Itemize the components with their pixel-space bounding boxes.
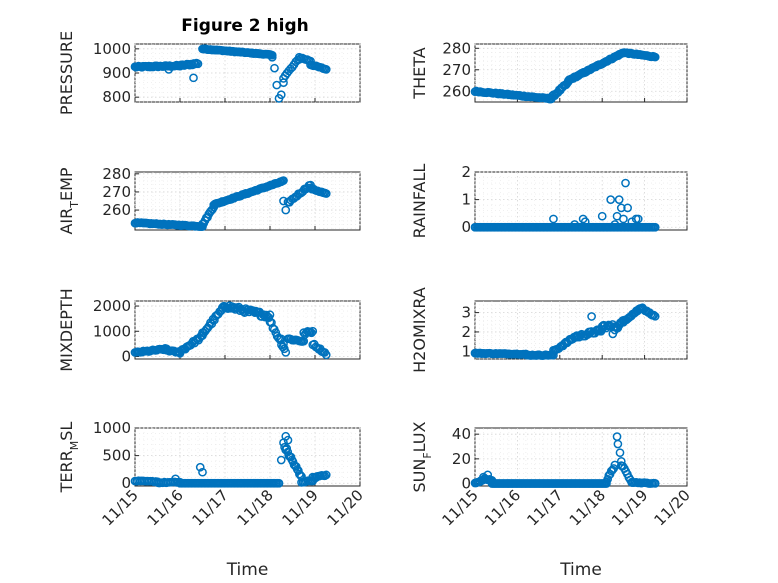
data-point — [308, 326, 318, 336]
data-point — [570, 220, 579, 229]
data-point — [321, 470, 331, 480]
y-tick-label: 1000 — [93, 419, 131, 437]
y-axis-label: AIRTEMP — [57, 167, 81, 234]
data-point — [549, 214, 558, 224]
data-point — [164, 65, 174, 74]
y-tick-label: 1000 — [93, 40, 131, 58]
panel-top-left: 800 900 1000 PRESSURE — [57, 31, 361, 115]
y-tick-label: 280 — [102, 165, 131, 183]
data-point — [619, 317, 628, 327]
data-point — [587, 312, 596, 321]
y-tick-label: 2 — [461, 323, 471, 341]
data-point — [621, 178, 630, 188]
data-point — [580, 217, 590, 227]
panel-top-right: 260 270 280 THETA — [410, 39, 688, 104]
figure-title: Figure 2 high — [181, 16, 309, 36]
y-axis-label: H2OMIXRA — [410, 287, 429, 373]
data-point — [616, 456, 626, 466]
data-point — [193, 59, 203, 69]
axes-box — [474, 427, 688, 487]
data-point — [267, 52, 277, 62]
data-point — [610, 220, 620, 229]
data-point — [276, 90, 286, 100]
x-axis-label: Time — [226, 560, 269, 580]
data-point — [650, 311, 660, 321]
data-point — [608, 465, 617, 475]
data-point — [279, 78, 288, 88]
data-point — [650, 479, 660, 488]
data-point — [171, 474, 180, 484]
y-tick-label: 0 — [121, 474, 131, 492]
data-point — [483, 470, 493, 480]
y-tick-label: 0 — [461, 218, 471, 236]
y-tick-label: 20 — [452, 450, 471, 468]
data-point — [295, 469, 304, 479]
data-point — [321, 350, 331, 360]
data-point — [649, 310, 659, 320]
y-tick-label: 0 — [121, 347, 131, 365]
data-point — [613, 439, 623, 449]
y-tick-label: 3 — [461, 304, 471, 322]
data-point — [321, 189, 331, 198]
data-point — [276, 334, 286, 344]
data-point — [597, 211, 607, 221]
data-point — [189, 73, 198, 83]
data-point — [262, 310, 271, 320]
y-axis-label: THETA — [410, 47, 429, 99]
y-tick-label: 1000 — [93, 322, 131, 340]
y-tick-label: 1 — [461, 342, 471, 360]
data-point — [619, 214, 628, 224]
data-point — [195, 462, 205, 472]
y-tick-label: 270 — [442, 61, 471, 79]
panel-row3-left: 0 1000 2000 MIXDEPTH — [57, 288, 361, 372]
data-point — [279, 339, 288, 349]
data-point — [606, 466, 616, 476]
data-point — [610, 325, 620, 335]
panel-row2-right: 0 1 2 RAINFALL — [410, 163, 688, 239]
data-point — [610, 460, 620, 470]
data-point — [615, 448, 625, 458]
y-axis-label: TERRMSL — [57, 422, 81, 494]
data-point — [283, 435, 293, 445]
y-axis-label: SUNFLUX — [410, 421, 434, 492]
data-point — [281, 205, 291, 215]
y-tick-label: 1 — [461, 191, 471, 209]
data-point — [281, 348, 291, 357]
data-point — [321, 65, 331, 74]
data-point — [623, 203, 632, 213]
data-point — [198, 467, 207, 477]
data-point — [279, 196, 288, 206]
data-point — [603, 474, 613, 484]
data-point — [633, 214, 643, 224]
data-point — [616, 203, 626, 213]
data-point — [614, 195, 624, 204]
y-tick-label: 500 — [102, 447, 131, 465]
y-tick-label: 270 — [102, 183, 131, 201]
y-tick-label: 900 — [102, 64, 131, 82]
y-tick-label: 260 — [102, 201, 131, 219]
y-tick-label: 40 — [452, 425, 471, 443]
data-point — [274, 478, 284, 488]
data-point — [650, 52, 660, 62]
data-point — [307, 328, 316, 338]
y-tick-label: 2000 — [93, 297, 131, 315]
y-axis-label: MIXDEPTH — [57, 288, 76, 371]
data-point — [276, 455, 286, 465]
y-axis-label: RAINFALL — [410, 164, 429, 239]
y-tick-label: 260 — [442, 82, 471, 100]
panel-row3-right: 123 H2OMIXRA — [410, 287, 688, 373]
x-axis-label: Time — [559, 560, 602, 580]
data-point — [279, 176, 288, 185]
y-tick-label: 800 — [102, 88, 131, 106]
y-tick-label: 0 — [461, 475, 471, 493]
data-point — [270, 63, 279, 73]
data-point — [650, 222, 660, 232]
y-tick-label: 2 — [461, 163, 471, 181]
y-axis-label: PRESSURE — [57, 31, 76, 115]
data-point — [606, 195, 616, 204]
y-tick-label: 280 — [442, 39, 471, 57]
